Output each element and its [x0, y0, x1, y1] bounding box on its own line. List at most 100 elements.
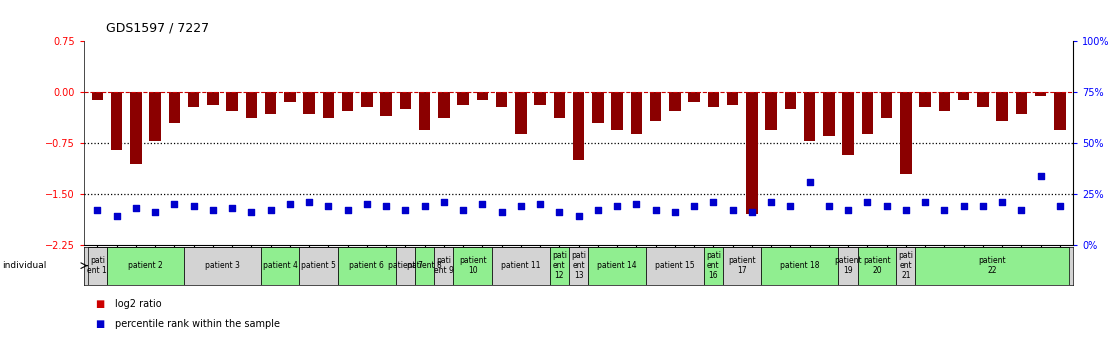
- Point: [184, 204, 202, 209]
- Text: pati
ent
13: pati ent 13: [571, 252, 586, 280]
- Point: [377, 204, 395, 209]
- Bar: [916, 247, 1070, 285]
- Bar: [553, 92, 565, 118]
- Text: patient 8: patient 8: [407, 261, 442, 270]
- Bar: [92, 92, 103, 100]
- Point: [916, 199, 934, 205]
- Point: [126, 206, 144, 211]
- Point: [781, 204, 799, 209]
- Text: patient 18: patient 18: [780, 261, 819, 270]
- Bar: [457, 92, 468, 105]
- Point: [742, 210, 760, 215]
- Text: patient
10: patient 10: [458, 256, 486, 275]
- Text: patient 2: patient 2: [129, 261, 163, 270]
- Point: [608, 204, 626, 209]
- Bar: [785, 92, 796, 109]
- Bar: [588, 247, 646, 285]
- Point: [840, 208, 858, 213]
- Bar: [977, 92, 988, 107]
- Point: [339, 208, 357, 213]
- Text: patient
20: patient 20: [863, 256, 891, 275]
- Bar: [838, 247, 858, 285]
- Text: ■: ■: [95, 299, 104, 308]
- Point: [666, 210, 684, 215]
- Bar: [550, 247, 569, 285]
- Text: patient
22: patient 22: [978, 256, 1006, 275]
- Point: [454, 208, 472, 213]
- Text: GDS1597 / 7227: GDS1597 / 7227: [106, 21, 209, 34]
- Bar: [858, 247, 897, 285]
- Point: [723, 208, 741, 213]
- Bar: [284, 92, 295, 102]
- Bar: [862, 92, 873, 134]
- Text: percentile rank within the sample: percentile rank within the sample: [115, 319, 281, 329]
- Bar: [492, 247, 550, 285]
- Point: [146, 210, 164, 215]
- Point: [819, 204, 837, 209]
- Bar: [612, 92, 623, 130]
- Bar: [996, 92, 1007, 121]
- Bar: [900, 92, 911, 174]
- Bar: [419, 92, 430, 130]
- Point: [531, 201, 549, 207]
- Text: pati
ent
16: pati ent 16: [705, 252, 721, 280]
- Bar: [897, 247, 916, 285]
- Point: [936, 208, 954, 213]
- Text: patient 11: patient 11: [501, 261, 541, 270]
- Point: [435, 199, 453, 205]
- Text: pati
ent
12: pati ent 12: [552, 252, 567, 280]
- Point: [473, 201, 491, 207]
- Bar: [342, 92, 353, 111]
- Point: [165, 201, 183, 207]
- Text: patient
19: patient 19: [834, 256, 862, 275]
- Bar: [1035, 92, 1046, 96]
- Text: pati
ent 9: pati ent 9: [434, 256, 454, 275]
- Point: [859, 199, 877, 205]
- Bar: [689, 92, 700, 102]
- Bar: [766, 92, 777, 130]
- Bar: [495, 92, 508, 107]
- Bar: [761, 247, 838, 285]
- Point: [627, 201, 645, 207]
- Text: patient 4: patient 4: [263, 261, 297, 270]
- Bar: [669, 92, 681, 111]
- Point: [993, 199, 1011, 205]
- Bar: [476, 92, 489, 100]
- Point: [300, 199, 318, 205]
- Bar: [1054, 92, 1065, 130]
- Bar: [703, 247, 723, 285]
- Bar: [804, 92, 815, 141]
- Bar: [260, 247, 300, 285]
- Bar: [727, 92, 738, 105]
- Bar: [246, 92, 257, 118]
- Point: [569, 214, 587, 219]
- Point: [397, 208, 415, 213]
- Point: [878, 204, 896, 209]
- Bar: [708, 92, 719, 107]
- Bar: [169, 92, 180, 123]
- Bar: [746, 92, 758, 214]
- Text: patient 7: patient 7: [388, 261, 423, 270]
- Bar: [958, 92, 969, 100]
- Point: [1032, 173, 1050, 178]
- Bar: [1015, 92, 1027, 114]
- Point: [493, 210, 511, 215]
- Text: pati
ent
21: pati ent 21: [898, 252, 913, 280]
- Bar: [842, 92, 854, 155]
- Bar: [434, 247, 454, 285]
- Bar: [881, 92, 892, 118]
- Bar: [323, 92, 334, 118]
- Text: patient 15: patient 15: [655, 261, 694, 270]
- Bar: [380, 92, 391, 116]
- Point: [550, 210, 568, 215]
- Bar: [130, 92, 142, 164]
- Bar: [111, 92, 122, 150]
- Bar: [515, 92, 527, 134]
- Point: [320, 204, 338, 209]
- Point: [88, 208, 106, 213]
- Bar: [454, 247, 492, 285]
- Point: [646, 208, 664, 213]
- Bar: [919, 92, 931, 107]
- Bar: [226, 92, 238, 111]
- Bar: [723, 247, 761, 285]
